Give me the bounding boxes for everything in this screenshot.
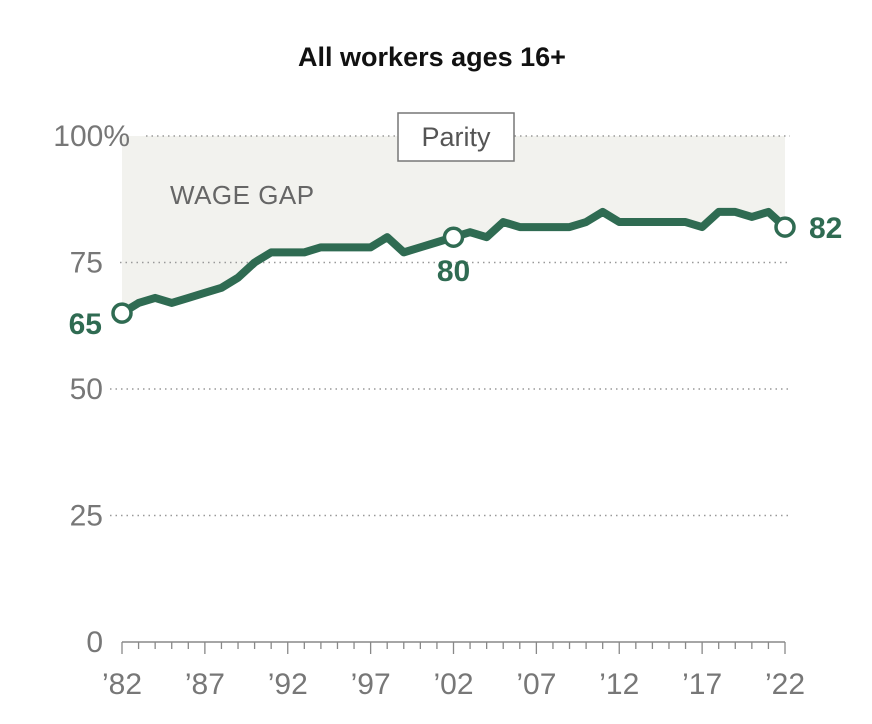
x-tick-label: ’12	[599, 668, 639, 701]
x-axis-ticks: ’82 ’87 ’92 ’97 ’02 ’07 ’12 ’17 ’22	[102, 642, 805, 701]
chart-title: All workers ages 16+	[298, 42, 566, 72]
highlight-point-label: 65	[69, 308, 102, 341]
y-tick-label: 0	[86, 626, 103, 659]
y-axis-tick-labels: 0 25 50 75 100%	[53, 120, 130, 659]
y-tick-label: 25	[70, 500, 103, 533]
x-tick-label: ’22	[765, 668, 805, 701]
gridlines	[110, 135, 790, 517]
highlight-point-label: 82	[809, 212, 842, 245]
parity-label: Parity	[421, 122, 491, 152]
x-tick-label: ’07	[516, 668, 556, 701]
x-tick-label: ’17	[682, 668, 722, 701]
highlight-point-marker	[774, 216, 796, 238]
x-tick-label: ’82	[102, 668, 142, 701]
y-tick-label: 100%	[53, 120, 130, 153]
highlighted-points: 65 80 82	[69, 212, 843, 341]
x-tick-label: ’92	[268, 668, 308, 701]
x-tick-label: ’97	[351, 668, 391, 701]
highlight-point-marker	[111, 302, 133, 324]
highlight-point-label: 80	[437, 255, 470, 288]
x-tick-label: ’02	[433, 668, 473, 701]
wage-gap-label: WAGE GAP	[170, 180, 315, 210]
y-tick-label: 50	[70, 373, 103, 406]
wage-gap-area	[122, 136, 785, 314]
x-tick-label: ’87	[185, 668, 225, 701]
highlight-point-marker	[442, 226, 465, 248]
parity-label-box	[397, 112, 515, 162]
y-tick-label: 75	[70, 247, 103, 280]
